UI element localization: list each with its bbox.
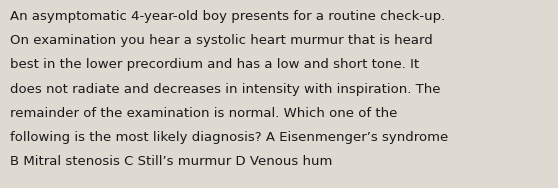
Text: On examination you hear a systolic heart murmur that is heard: On examination you hear a systolic heart… [10,34,433,47]
Text: does not radiate and decreases in intensity with inspiration. The: does not radiate and decreases in intens… [10,83,441,96]
Text: following is the most likely diagnosis? A Eisenmenger’s syndrome: following is the most likely diagnosis? … [10,131,448,144]
Text: B Mitral stenosis C Still’s murmur D Venous hum: B Mitral stenosis C Still’s murmur D Ven… [10,155,333,168]
Text: remainder of the examination is normal. Which one of the: remainder of the examination is normal. … [10,107,397,120]
Text: best in the lower precordium and has a low and short tone. It: best in the lower precordium and has a l… [10,58,419,71]
Text: An asymptomatic 4-year-old boy presents for a routine check-up.: An asymptomatic 4-year-old boy presents … [10,10,445,23]
